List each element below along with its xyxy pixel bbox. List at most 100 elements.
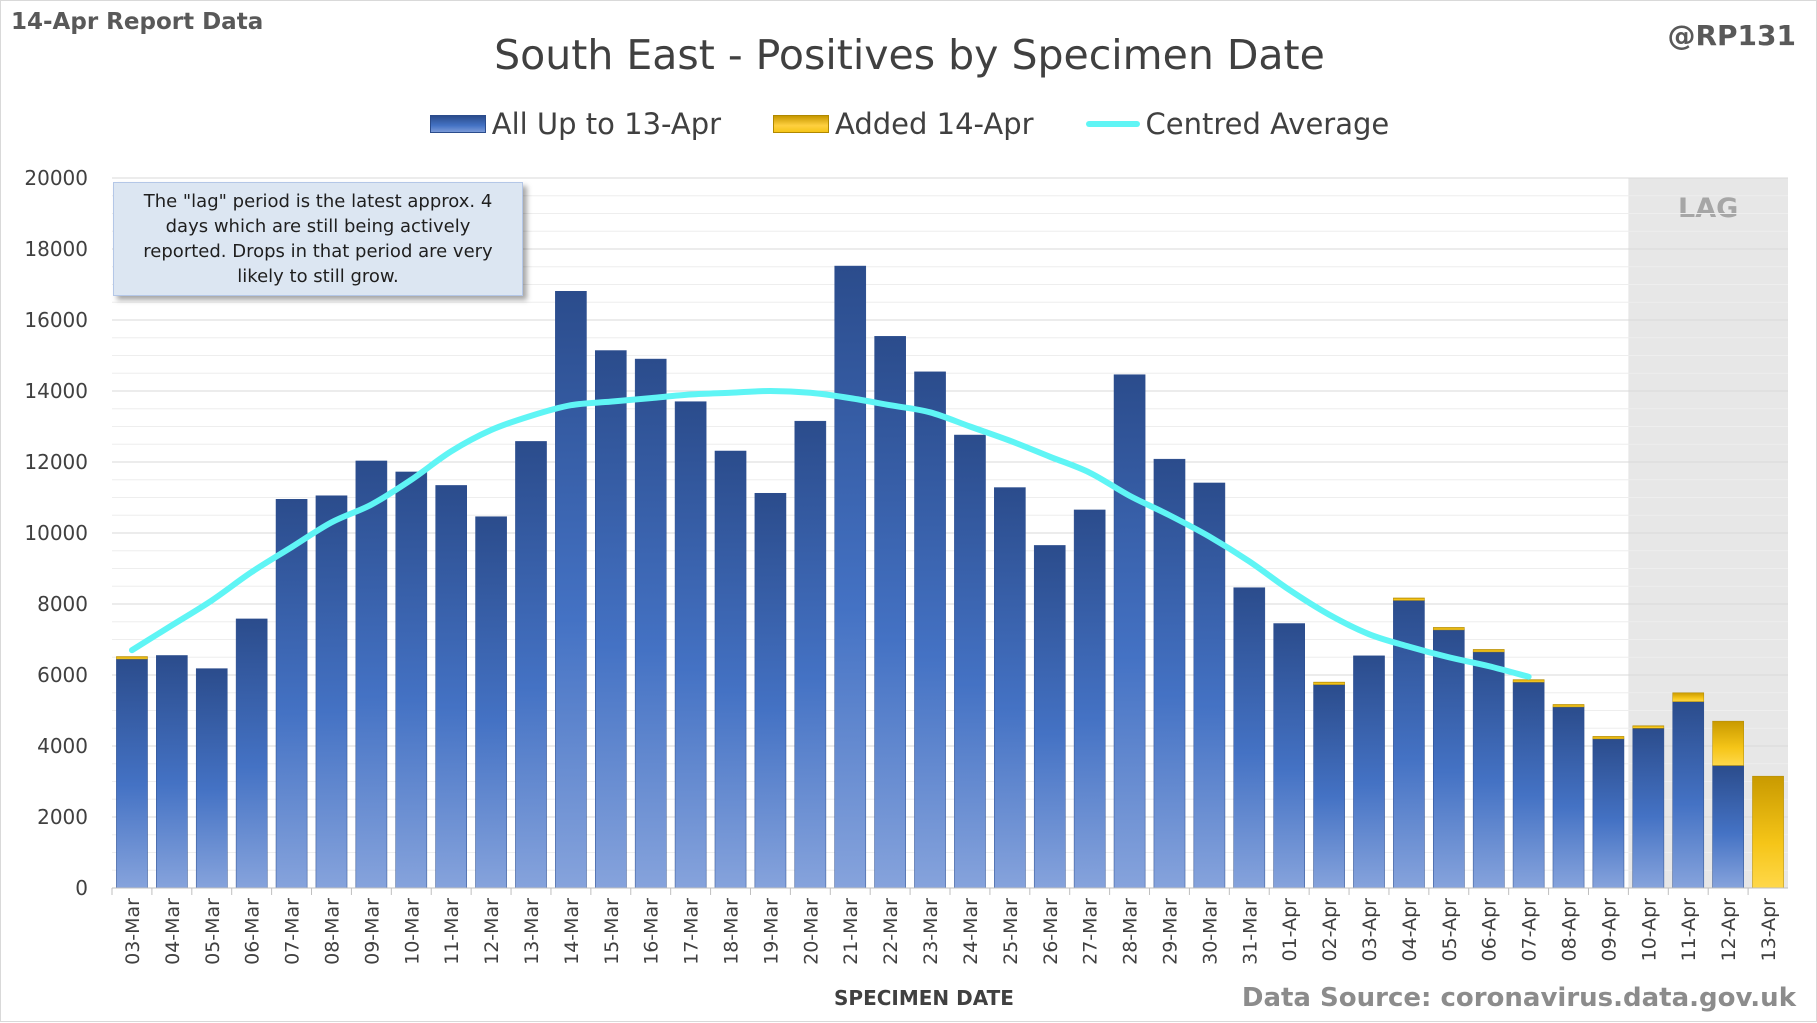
x-tick-label: 04-Mar [162,898,184,965]
lag-label: LAG [1678,193,1738,224]
bar-all-05-Mar [195,668,228,889]
x-tick-label: 30-Mar [1199,898,1221,965]
x-tick-label: 13-Apr [1758,898,1780,962]
x-tick-label: 06-Mar [242,898,264,965]
bar-all-27-Mar [1073,509,1106,889]
legend-swatch-blue [429,115,486,133]
bar-all-05-Apr [1432,629,1465,889]
x-tick-label: 27-Mar [1080,898,1102,965]
x-tick-label: 01-Apr [1279,898,1301,962]
author-handle: @RP131 [1667,19,1796,52]
bar-added-11-Apr [1672,692,1705,702]
y-tick-label: 8000 [37,592,88,616]
bar-added-04-Apr [1393,597,1425,601]
bar-all-26-Mar [1033,545,1066,889]
bar-all-12-Mar [475,516,507,889]
x-tick-label: 11-Apr [1678,898,1700,962]
x-tick-label: 12-Mar [481,898,503,965]
legend: All Up to 13-Apr Added 14-Apr Centred Av… [1,107,1817,141]
x-tick-label: 05-Mar [202,898,224,965]
y-tick-label: 14000 [24,379,88,403]
x-tick-label: 17-Mar [681,898,703,965]
bar-all-21-Mar [834,265,867,889]
legend-label-all: All Up to 13-Apr [491,107,722,141]
bar-all-23-Mar [914,371,946,889]
legend-item-average: Centred Average [1085,107,1390,141]
bar-all-10-Mar [395,471,428,889]
y-tick-label: 18000 [24,237,88,261]
x-tick-label: 12-Apr [1718,898,1740,962]
bar-all-17-Mar [674,401,707,889]
x-tick-label: 18-Mar [721,898,743,965]
bar-all-13-Mar [515,441,547,889]
legend-item-added: Added 14-Apr [773,107,1034,141]
x-tick-label: 03-Mar [122,898,144,965]
x-tick-label: 14-Mar [561,898,583,965]
y-tick-label: 12000 [24,450,88,474]
bar-all-12-Apr [1712,765,1744,889]
y-tick-label: 16000 [24,308,88,332]
bar-added-06-Apr [1472,649,1505,653]
bar-all-10-Apr [1632,728,1665,889]
x-tick-label: 07-Apr [1519,898,1541,962]
bar-all-24-Mar [954,434,986,889]
x-tick-label: 11-Mar [441,898,463,965]
x-tick-label: 29-Mar [1159,898,1181,965]
centred-average-line [128,388,1532,680]
y-tick-label: 20000 [24,166,88,190]
x-tick-label: 13-Mar [521,898,543,965]
bar-all-04-Mar [156,655,188,889]
chart-title: South East - Positives by Specimen Date [494,31,1325,79]
bar-added-03-Mar [116,656,148,660]
lag-note: The "lag" period is the latest approx. 4… [113,182,523,296]
y-tick-label: 2000 [37,805,88,829]
x-tick-label: 09-Apr [1598,898,1620,962]
bar-all-09-Apr [1592,738,1625,889]
bar-all-08-Mar [315,495,348,889]
x-tick-label: 04-Apr [1399,898,1421,962]
y-tick-label: 6000 [37,663,88,687]
x-tick-label: 02-Apr [1319,898,1341,962]
bar-all-18-Mar [714,450,747,889]
bar-all-22-Mar [874,336,906,889]
bar-all-09-Mar [355,460,388,889]
x-tick-label: 09-Mar [361,898,383,965]
x-tick-label: 08-Apr [1559,898,1581,962]
report-label: 14-Apr Report Data [11,9,264,35]
bar-all-11-Apr [1672,701,1705,889]
x-tick-label: 24-Mar [960,898,982,965]
x-tick-label: 06-Apr [1479,898,1501,962]
bar-all-25-Mar [994,487,1026,889]
bar-all-14-Mar [555,290,587,889]
x-tick-label: 19-Mar [760,898,782,965]
x-tick-label: 28-Mar [1120,898,1142,965]
bar-all-19-Mar [754,492,787,889]
data-source: Data Source: coronavirus.data.gov.uk [1241,983,1796,1013]
x-tick-label: 10-Apr [1638,898,1660,962]
bar-added-08-Apr [1552,704,1585,708]
y-tick-label: 4000 [37,734,88,758]
bar-all-03-Mar [116,658,148,889]
bar-all-31-Mar [1233,587,1266,889]
bar-all-08-Apr [1552,706,1585,889]
bar-added-10-Apr [1632,725,1665,729]
bar-all-28-Mar [1113,374,1146,889]
bar-all-11-Mar [435,485,468,889]
bar-added-09-Apr [1592,736,1625,740]
x-tick-label: 16-Mar [641,898,663,965]
legend-swatch-line [1085,121,1140,127]
x-tick-label: 23-Mar [920,898,942,965]
y-tick-label: 10000 [24,521,88,545]
x-tick-label: 03-Apr [1359,898,1381,962]
bar-all-07-Apr [1512,681,1545,889]
bar-all-03-Apr [1353,655,1385,889]
bar-all-07-Mar [275,499,308,889]
legend-label-average: Centred Average [1145,107,1390,141]
y-tick-label: 0 [75,876,88,900]
bar-all-20-Mar [794,420,827,889]
x-tick-label: 20-Mar [800,898,822,965]
bar-added-07-Apr [1512,679,1545,683]
x-axis-label: SPECIMEN DATE [834,986,1014,1010]
